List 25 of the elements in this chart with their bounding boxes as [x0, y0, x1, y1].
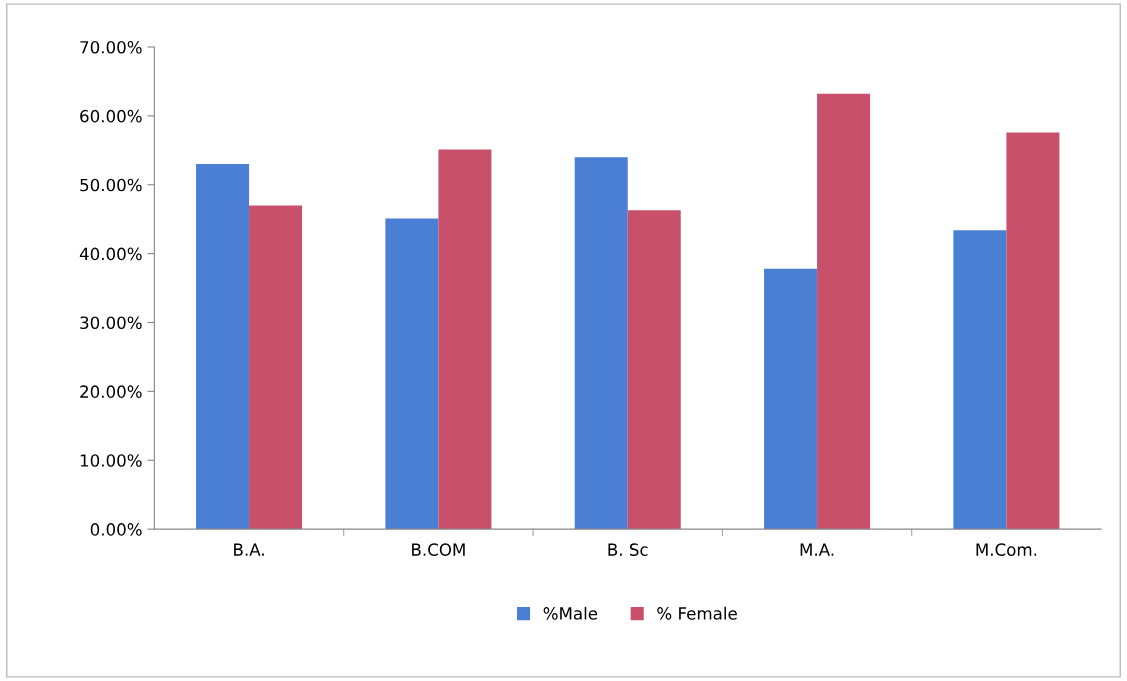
- x-tick-label: B.A.: [234, 543, 264, 556]
- y-tick-label: 0.00%: [90, 523, 142, 536]
- y-tick-label: 10.00%: [80, 454, 142, 467]
- legend-label: %Male: [543, 606, 598, 620]
- bar: [817, 93, 871, 530]
- x-tick-label: M.Com.: [976, 543, 1037, 556]
- bar: [249, 205, 303, 530]
- x-tick-label: B. Sc: [608, 543, 648, 556]
- bar: [438, 149, 492, 530]
- y-tick-label: 30.00%: [80, 316, 142, 330]
- y-tick-label: 60.00%: [80, 109, 142, 123]
- y-tick-label: 50.00%: [80, 178, 142, 192]
- bar: [385, 218, 439, 530]
- bar: [196, 164, 250, 530]
- y-tick-label: 20.00%: [80, 385, 142, 398]
- bar: [574, 157, 628, 530]
- bar: [953, 230, 1007, 530]
- y-tick-label: 70.00%: [80, 40, 142, 54]
- bar: [1006, 132, 1060, 530]
- y-tick-label: 40.00%: [79, 247, 142, 261]
- bar: [764, 268, 818, 530]
- legend-label: % Female: [657, 606, 737, 620]
- x-tick-label: B.COM: [412, 543, 465, 556]
- bar: [627, 210, 681, 530]
- x-tick-label: M.A.: [800, 543, 834, 556]
